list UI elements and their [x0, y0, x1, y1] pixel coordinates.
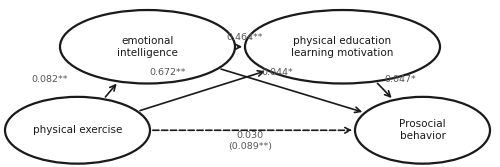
Ellipse shape: [355, 97, 490, 164]
Text: 0.082**: 0.082**: [32, 75, 68, 84]
Ellipse shape: [5, 97, 150, 164]
Ellipse shape: [245, 10, 440, 84]
Text: 0.464**: 0.464**: [227, 33, 263, 42]
Text: 0.047*: 0.047*: [384, 75, 416, 84]
Text: emotional
intelligence: emotional intelligence: [117, 36, 178, 58]
Text: 0.672**: 0.672**: [149, 68, 186, 77]
Text: physical education
learning motivation: physical education learning motivation: [292, 36, 394, 58]
Text: 0.030
(0.089**): 0.030 (0.089**): [228, 131, 272, 151]
Text: physical exercise: physical exercise: [33, 125, 122, 135]
Text: 0.044*: 0.044*: [262, 68, 294, 77]
Text: Prosocial
behavior: Prosocial behavior: [399, 119, 446, 141]
Ellipse shape: [60, 10, 235, 84]
